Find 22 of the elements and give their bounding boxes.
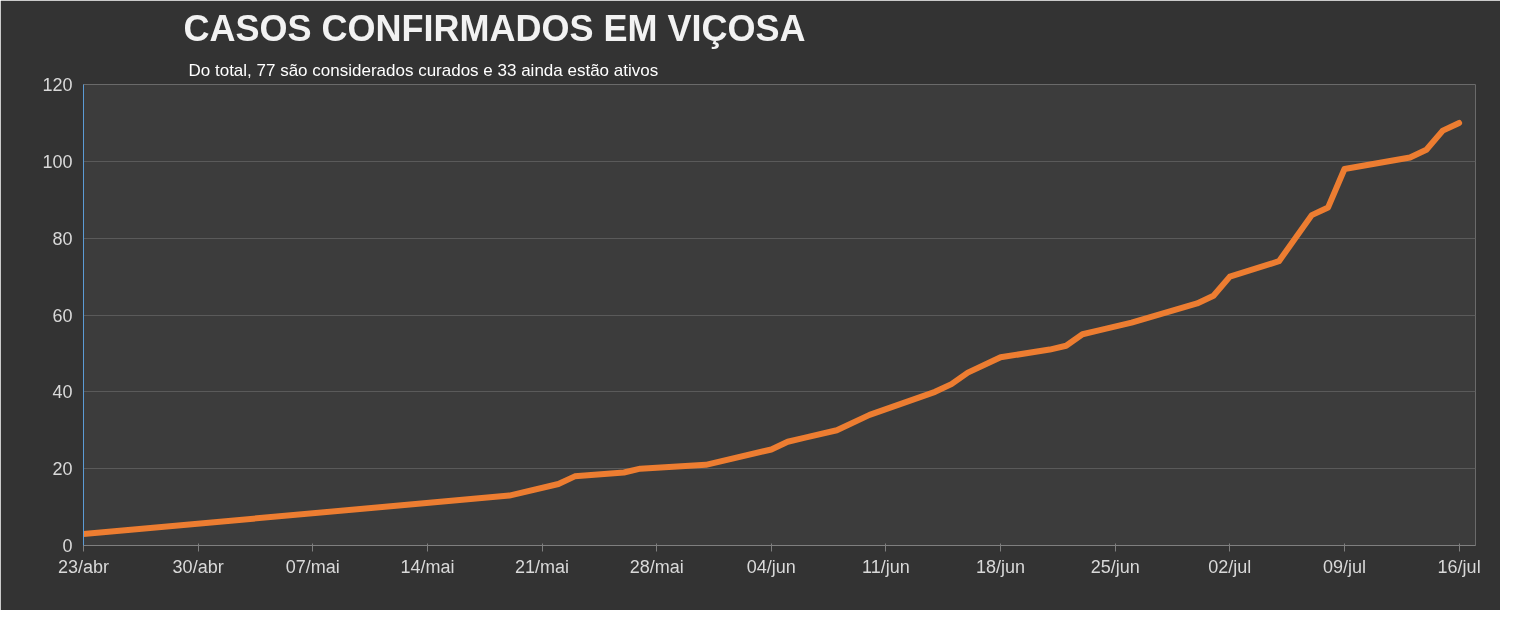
y-tick-label: 100 xyxy=(42,151,73,172)
y-tick-label: 20 xyxy=(52,459,73,480)
x-tick-label: 18/jun xyxy=(976,556,1026,577)
x-tick-label: 04/jun xyxy=(746,556,796,577)
y-tick-label: 120 xyxy=(42,75,73,95)
x-tick-label: 02/jul xyxy=(1208,556,1252,577)
y-tick-label: 80 xyxy=(52,228,73,249)
chart-subtitle: Do total, 77 são considerados curados e 33 ainda estão ativos xyxy=(188,60,659,80)
x-tick-label: 14/mai xyxy=(400,556,455,577)
chart-title: CASOS CONFIRMADOS EM VIÇOSA xyxy=(183,7,806,49)
y-tick-label: 0 xyxy=(62,536,73,556)
x-tick-label: 28/mai xyxy=(629,556,684,577)
y-tick-label: 60 xyxy=(52,305,73,326)
x-tick-label: 21/mai xyxy=(515,556,570,577)
y-tick-label: 40 xyxy=(52,382,73,403)
x-tick-label: 25/jun xyxy=(1090,556,1140,577)
x-tick-label: 23/abr xyxy=(57,556,110,577)
x-tick-label: 09/jul xyxy=(1322,556,1366,577)
x-tick-label: 07/mai xyxy=(285,556,340,577)
x-tick-label: 30/abr xyxy=(172,556,224,577)
x-tick-label: 11/jun xyxy=(862,556,910,577)
x-tick-label: 16/jul xyxy=(1437,556,1481,577)
